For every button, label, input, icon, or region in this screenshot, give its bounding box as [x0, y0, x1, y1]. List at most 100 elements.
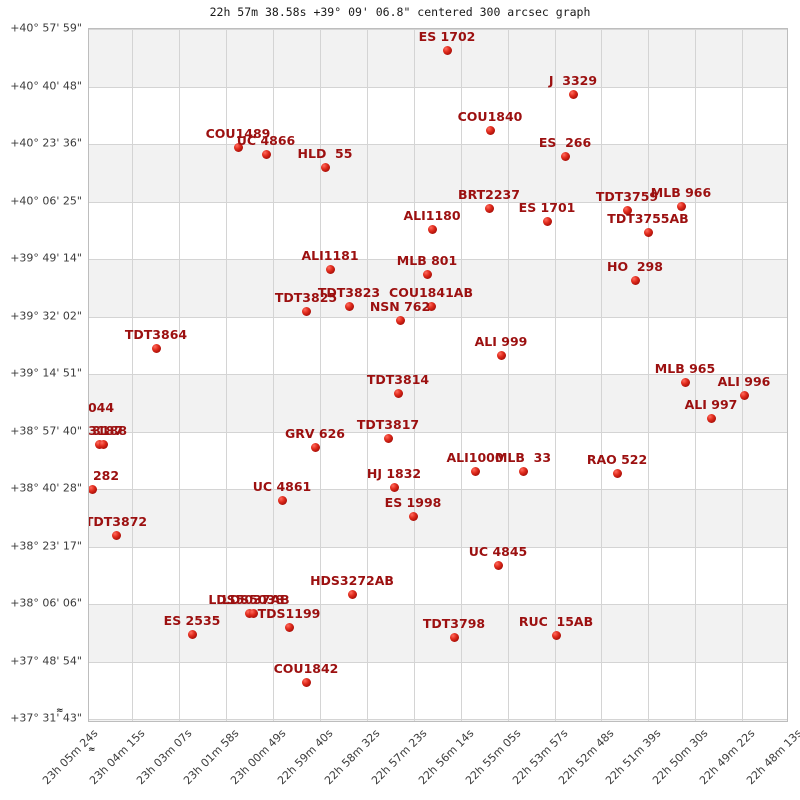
gridline-horizontal — [89, 144, 787, 145]
star-marker[interactable] — [408, 511, 418, 521]
row-band — [89, 144, 787, 202]
plot-area[interactable]: ES 1702 J 3329 COU1840 COU1489 UC 4866 ES 266… — [88, 28, 788, 722]
star-marker[interactable] — [277, 495, 287, 505]
y-axis-tick-label: +39° 49' 14" — [10, 251, 82, 265]
star-marker[interactable] — [151, 343, 161, 353]
star-label: MLB 33 — [494, 450, 552, 465]
star-marker[interactable] — [622, 205, 632, 215]
gridline-vertical — [507, 29, 509, 721]
star-label: ALI 999 — [474, 334, 528, 349]
star-label: RAO 522 — [586, 452, 648, 467]
y-axis-tick-label: +40° 40' 48" — [10, 79, 82, 92]
star-marker[interactable] — [470, 466, 480, 476]
star-marker[interactable] — [706, 413, 716, 423]
gridline-vertical — [695, 29, 697, 721]
star-marker[interactable] — [739, 390, 749, 400]
star-marker[interactable] — [310, 442, 320, 452]
star-marker[interactable] — [89, 484, 97, 494]
gridline-vertical — [460, 29, 462, 721]
gridline-horizontal — [89, 546, 787, 548]
star-label: COU1489 — [205, 126, 271, 141]
y-axis-tick-label: +37° 48' 54" — [10, 654, 82, 667]
star-marker[interactable] — [320, 162, 330, 172]
star-marker[interactable] — [630, 275, 640, 285]
star-marker[interactable] — [383, 433, 393, 443]
star-marker[interactable] — [344, 301, 354, 311]
gridline-vertical — [178, 29, 180, 721]
star-marker[interactable] — [301, 677, 311, 687]
ra-axis-glyph: ≈ — [88, 745, 96, 755]
star-marker[interactable] — [484, 203, 494, 213]
star-marker[interactable] — [422, 269, 432, 279]
star-marker[interactable] — [493, 560, 503, 570]
gridline-horizontal — [89, 259, 787, 260]
star-marker[interactable] — [426, 301, 436, 311]
y-axis-tick-label: +40° 06' 25" — [10, 194, 82, 207]
star-label: UC 282 — [92, 468, 120, 483]
star-marker[interactable] — [485, 125, 495, 135]
star-marker[interactable] — [284, 622, 294, 632]
gridline-vertical — [554, 29, 556, 721]
star-marker[interactable] — [389, 482, 399, 492]
star-marker[interactable] — [551, 630, 561, 640]
star-marker[interactable] — [395, 315, 405, 325]
gridline-horizontal — [89, 29, 787, 30]
gridline-horizontal — [89, 604, 787, 605]
star-marker[interactable] — [233, 142, 243, 152]
row-band — [89, 29, 787, 87]
y-axis-tick-label: +38° 23' 17" — [10, 539, 82, 552]
star-marker[interactable] — [568, 89, 578, 99]
gridline-horizontal — [89, 719, 787, 720]
star-marker[interactable] — [187, 629, 197, 639]
gridline-vertical — [225, 29, 227, 721]
gridline-horizontal — [89, 316, 787, 318]
y-axis-tick-label: +39° 32' 02" — [10, 309, 82, 322]
gridline-vertical — [131, 29, 133, 721]
star-marker[interactable] — [680, 377, 690, 387]
gridline-vertical — [366, 29, 368, 721]
star-label: ALI1180 — [403, 208, 461, 223]
star-marker[interactable] — [612, 468, 622, 478]
gridline-vertical — [319, 29, 321, 721]
row-band — [89, 259, 787, 317]
y-axis-tick-label: +38° 40' 28" — [10, 481, 82, 495]
gridline-horizontal — [89, 661, 787, 663]
gridline-vertical — [648, 29, 650, 721]
star-marker[interactable] — [676, 201, 686, 211]
star-marker[interactable] — [542, 216, 552, 226]
star-label: TDT3864 — [124, 327, 188, 342]
gridline-vertical — [272, 29, 274, 721]
star-marker[interactable] — [449, 632, 459, 642]
declination-axis-glyph: ≈ — [56, 706, 64, 716]
gridline-horizontal — [89, 201, 787, 203]
star-marker[interactable] — [325, 264, 335, 274]
gridline-vertical — [601, 29, 603, 721]
row-band — [89, 489, 787, 547]
star-marker[interactable] — [261, 149, 271, 159]
star-marker[interactable] — [301, 306, 311, 316]
star-marker[interactable] — [393, 388, 403, 398]
star-marker[interactable] — [248, 608, 258, 618]
star-label: COU1842 — [273, 661, 339, 676]
star-marker[interactable] — [496, 350, 506, 360]
star-marker[interactable] — [560, 151, 570, 161]
y-axis-tick-label: +37° 31' 43" — [10, 711, 82, 725]
gridline-vertical — [742, 29, 744, 721]
star-marker[interactable] — [643, 227, 653, 237]
gridline-horizontal — [89, 431, 787, 433]
row-band — [89, 719, 787, 721]
y-axis-tick-label: +40° 23' 36" — [10, 136, 82, 150]
star-marker[interactable] — [442, 45, 452, 55]
row-band — [89, 374, 787, 432]
star-marker[interactable] — [111, 530, 121, 540]
star-label: ALI1000 — [446, 450, 504, 465]
gridline-horizontal — [89, 489, 787, 490]
gridline-horizontal — [89, 374, 787, 375]
star-marker[interactable] — [347, 589, 357, 599]
star-marker[interactable] — [427, 224, 437, 234]
y-axis-tick-label: +38° 57' 40" — [10, 424, 82, 437]
star-marker[interactable] — [518, 466, 528, 476]
y-axis-tick-label: +38° 06' 06" — [10, 596, 82, 610]
star-marker[interactable] — [98, 439, 108, 449]
